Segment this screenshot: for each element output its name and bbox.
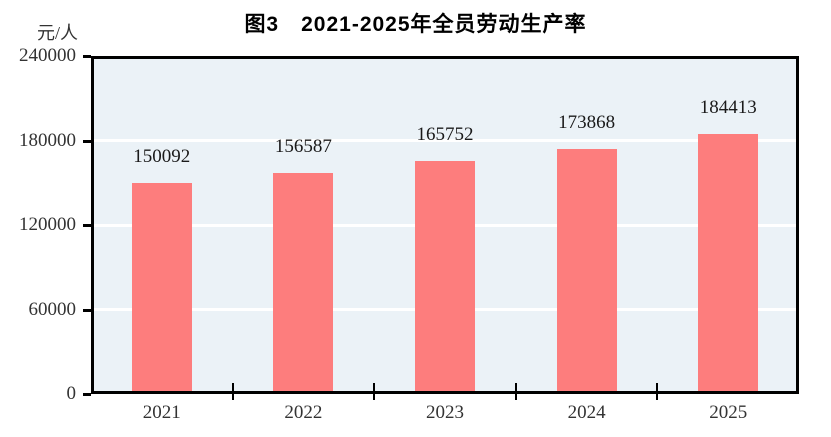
bar-2023 — [415, 160, 475, 394]
y-axis-label-0: 0 — [66, 383, 77, 404]
y-axis-tick-180000 — [83, 139, 91, 143]
y-axis-label-240000: 240000 — [19, 45, 76, 66]
y-axis-label-120000: 120000 — [19, 214, 76, 235]
x-axis-tick-2 — [373, 383, 376, 400]
x-axis-label-2023: 2023 — [426, 402, 464, 423]
x-axis-label-2021: 2021 — [142, 402, 181, 423]
y-axis-tick-60000 — [83, 308, 91, 312]
y-axis-tick-240000 — [83, 55, 91, 58]
bar-2025 — [698, 134, 759, 394]
y-axis-label-60000: 60000 — [28, 298, 77, 320]
x-axis-tick-4 — [656, 383, 659, 400]
y-axis-tick-0 — [83, 393, 91, 396]
x-axis-label-2025: 2025 — [709, 402, 748, 423]
x-axis-tick-3 — [514, 383, 517, 400]
bar-2024 — [556, 149, 617, 394]
plot-area — [91, 56, 799, 394]
bar-value-label-2024: 173868 — [558, 112, 616, 134]
bar-value-label-2025: 184413 — [699, 97, 757, 119]
bar-value-label-2023: 165752 — [416, 123, 474, 145]
x-axis-label-2024: 2024 — [567, 402, 606, 423]
bar-2022 — [273, 173, 334, 394]
y-axis-unit-label: 元/人 — [36, 23, 78, 43]
x-axis-tick-1 — [231, 383, 234, 400]
y-axis-label-180000: 180000 — [19, 129, 76, 151]
bar-2021 — [131, 182, 192, 394]
y-axis-tick-120000 — [83, 224, 91, 227]
bar-value-label-2022: 156587 — [274, 136, 332, 158]
bar-value-label-2021: 150092 — [133, 145, 191, 167]
y-gridline-180000 — [91, 139, 799, 142]
x-axis-label-2022: 2022 — [284, 402, 323, 423]
chart-title: 图3 2021-2025年全员劳动生产率 — [244, 13, 587, 36]
